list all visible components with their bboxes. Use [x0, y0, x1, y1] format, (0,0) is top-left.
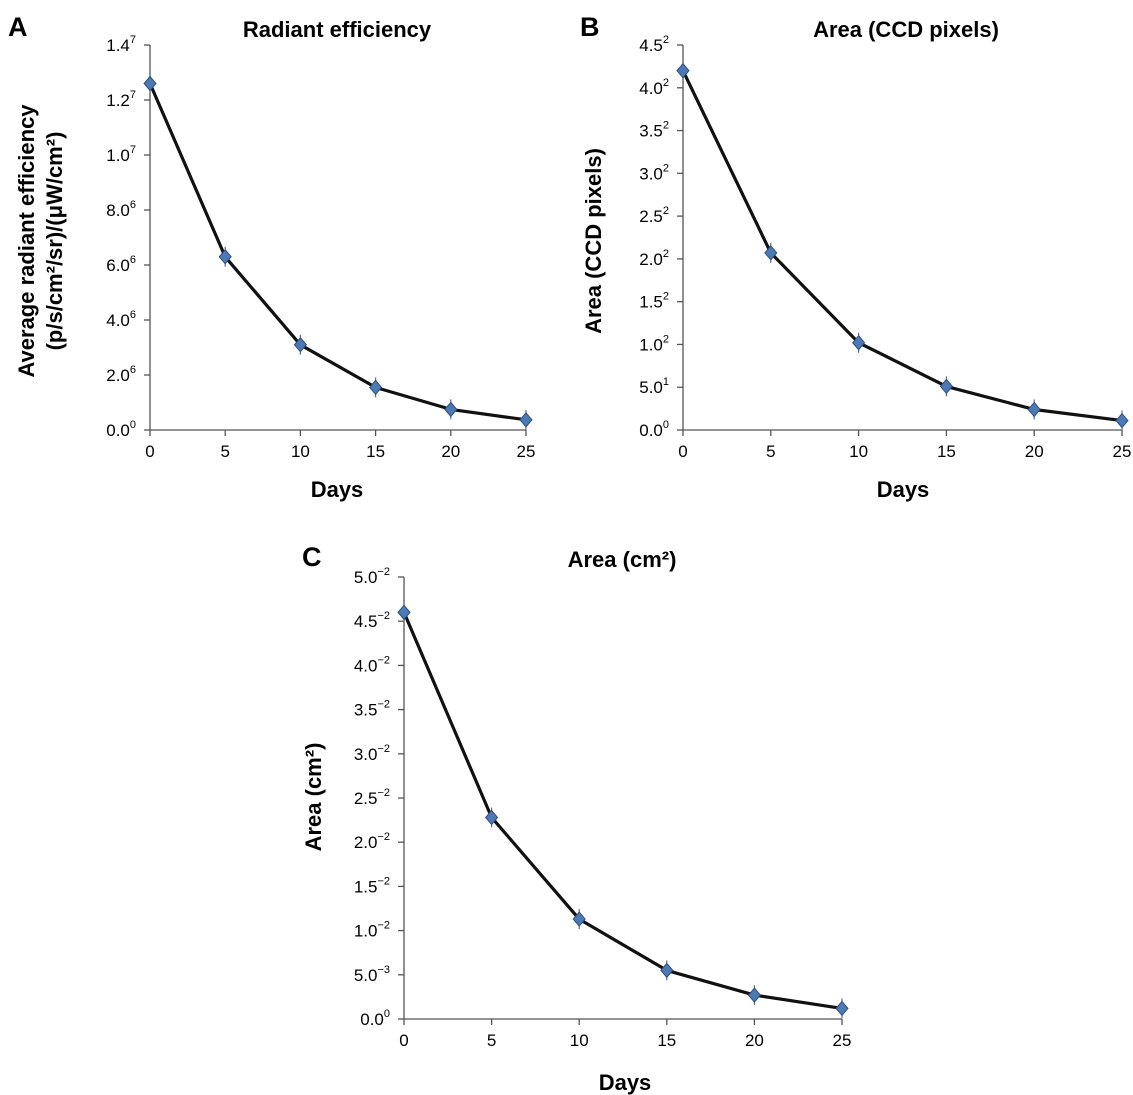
- y-tick-label: 1.07: [106, 144, 136, 165]
- data-point: [368, 379, 383, 396]
- data-point: [143, 75, 157, 92]
- x-axis-title-c: Days: [599, 1070, 652, 1095]
- panel-b: B Area (CCD pixels) Days Area (CCD pixel…: [580, 12, 1131, 502]
- panel-c: C Area (cm²) Days Area (cm²) 0.00 5.0−3 1.…: [301, 542, 851, 1095]
- y-tick-label: 2.0−2: [354, 831, 390, 852]
- y-tick-label: 1.27: [106, 89, 136, 110]
- data-point: [747, 987, 762, 1003]
- y-tick-label: 4.52: [639, 34, 669, 55]
- chart-title-b: Area (CCD pixels): [813, 17, 999, 42]
- x-tick-label: 5: [766, 442, 775, 461]
- data-point: [484, 809, 499, 826]
- plot-a: [143, 73, 533, 430]
- x-axis-title-a: Days: [311, 477, 364, 502]
- y-tick-label: 1.02: [639, 333, 669, 354]
- y-tick-label: 6.06: [106, 254, 136, 275]
- x-tick-label: 25: [833, 1031, 852, 1050]
- y-tick-label: 4.02: [639, 77, 669, 98]
- x-tick-label: 25: [517, 442, 536, 461]
- y-axis-b: 0.00 5.01 1.02 1.52 2.02 2.52 3.02 3.52 4.02 4.52: [639, 34, 684, 440]
- panel-a: A Radiant efficiency Days Average radian…: [8, 12, 535, 502]
- x-tick-label: 20: [441, 442, 460, 461]
- data-point: [660, 962, 674, 979]
- x-tick-label: 15: [937, 442, 956, 461]
- data-point: [764, 245, 778, 261]
- y-tick-label: 0.00: [360, 1008, 390, 1029]
- y-tick-label: 5.01: [639, 376, 669, 397]
- y-tick-label: 1.0−2: [354, 920, 390, 941]
- y-tick-label: 0.00: [106, 419, 136, 440]
- chart-title-c: Area (cm²): [568, 547, 677, 572]
- y-tick-label: 1.5−2: [354, 875, 390, 896]
- data-point: [676, 62, 690, 79]
- y-tick-label: 2.5−2: [354, 787, 390, 808]
- y-tick-label: 3.0−2: [354, 743, 390, 764]
- x-axis-c: 0 5 10 15 20 25: [399, 1018, 852, 1050]
- panel-letter-c: C: [302, 542, 322, 572]
- y-axis-title-b: Area (CCD pixels): [581, 148, 606, 334]
- y-tick-label: 5.0−3: [354, 964, 390, 985]
- y-tick-label: 4.06: [106, 309, 136, 330]
- y-tick-label: 2.52: [639, 205, 669, 226]
- chart-title-a: Radiant efficiency: [243, 17, 432, 42]
- y-tick-label: 2.06: [106, 364, 136, 385]
- x-tick-label: 15: [366, 442, 385, 461]
- data-point: [835, 1000, 849, 1017]
- x-tick-label: 10: [291, 442, 310, 461]
- series-line: [681, 70, 1123, 423]
- panel-letter-b: B: [580, 12, 600, 42]
- y-tick-label: 3.5−2: [354, 699, 390, 720]
- data-point: [519, 412, 533, 428]
- y-tick-label: 8.06: [106, 199, 136, 220]
- x-tick-label: 10: [849, 442, 868, 461]
- y-tick-label: 2.02: [639, 248, 669, 269]
- y-tick-label: 4.0−2: [354, 654, 390, 675]
- x-axis-title-b: Days: [877, 477, 930, 502]
- y-tick-label: 5.0−2: [354, 566, 390, 587]
- y-axis-c: 0.00 5.0−3 1.0−2 1.5−2 2.0−2 2.5−2 3.0−2 3.5−2 4…: [354, 566, 405, 1029]
- x-tick-label: 0: [399, 1031, 408, 1050]
- data-point: [1115, 412, 1129, 429]
- x-tick-label: 5: [487, 1031, 496, 1050]
- x-tick-label: 5: [220, 442, 229, 461]
- y-tick-label: 3.52: [639, 120, 669, 141]
- x-tick-label: 20: [1025, 442, 1044, 461]
- plot-c: [397, 602, 849, 1019]
- y-tick-label: 0.00: [639, 419, 669, 440]
- data-point: [397, 604, 411, 621]
- y-tick-label: 1.52: [639, 291, 669, 312]
- data-point: [851, 334, 866, 351]
- y-axis-title-a-line1: Average radiant efficiency: [14, 104, 39, 378]
- x-tick-label: 10: [570, 1031, 589, 1050]
- data-point: [1027, 401, 1041, 418]
- x-tick-label: 20: [745, 1031, 764, 1050]
- series-line: [148, 82, 527, 422]
- x-tick-label: 0: [145, 442, 154, 461]
- x-axis-b: 0 5 10 15 20 25: [678, 429, 1132, 461]
- panel-letter-a: A: [8, 12, 28, 42]
- x-tick-label: 0: [678, 442, 687, 461]
- y-tick-label: 1.47: [106, 34, 136, 55]
- x-axis-a: 0 5 10 15 20 25: [145, 429, 536, 461]
- y-tick-label: 4.5−2: [354, 610, 390, 631]
- y-tick-label: 3.02: [639, 162, 669, 183]
- data-point: [939, 378, 954, 395]
- plot-b: [676, 60, 1129, 431]
- data-point: [293, 336, 308, 353]
- data-point: [444, 401, 458, 418]
- y-axis-title-a-line2: (p/s/cm²/sr)/(μW/cm²): [42, 132, 67, 351]
- x-tick-label: 25: [1113, 442, 1132, 461]
- y-axis-a: 0.00 2.06 4.06 6.06 8.06 1.07 1.27 1.47: [106, 34, 151, 440]
- x-tick-label: 15: [657, 1031, 676, 1050]
- y-axis-title-c: Area (cm²): [301, 743, 326, 852]
- data-point: [218, 248, 232, 265]
- data-point: [572, 911, 586, 927]
- series-line: [402, 611, 843, 1010]
